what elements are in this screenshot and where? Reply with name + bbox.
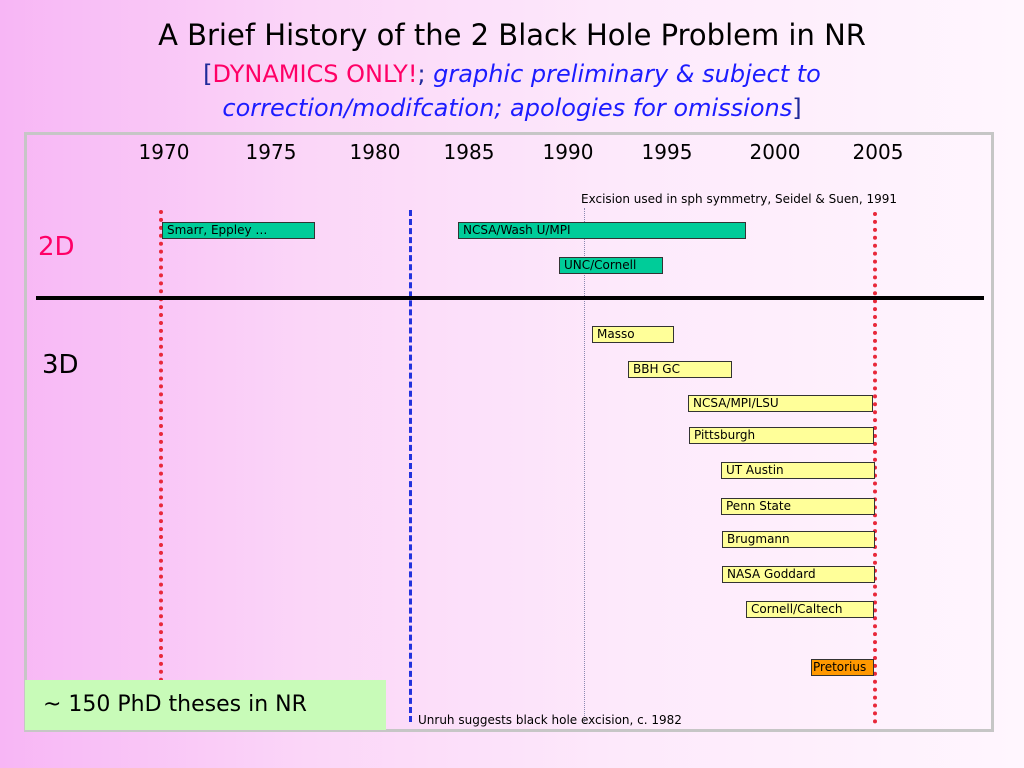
year-label: 2000 (749, 140, 801, 164)
bracket-open: [ (203, 60, 213, 88)
year-label: 1970 (138, 140, 190, 164)
group-bar-3d: BBH GC (628, 361, 732, 378)
group-bar-3d: Masso (592, 326, 674, 343)
subtitle-line2: correction/modifcation; apologies for om… (0, 94, 1024, 122)
subtitle-italic-2: correction/modifcation; apologies for om… (222, 94, 793, 122)
dimension-divider (36, 296, 984, 300)
title-line1: A Brief History of the 2 Black Hole Prob… (158, 18, 866, 52)
dynamics-only-label: DYNAMICS ONLY! (212, 60, 418, 88)
milestone-line-2005 (873, 212, 877, 724)
excision-event-label: Excision used in sph symmetry, Seidel & … (581, 192, 897, 206)
year-label: 1990 (542, 140, 594, 164)
milestone-line-1970 (159, 210, 163, 722)
bracket-close: ] (792, 94, 802, 122)
subtitle-italic-1: graphic preliminary & subject to (425, 60, 821, 88)
milestone-line-excision (584, 208, 585, 722)
group-bar-3d-highlight: Pretorius (811, 659, 874, 676)
group-bar-3d: NASA Goddard (722, 566, 875, 583)
year-label: 1980 (349, 140, 401, 164)
group-bar-3d: NCSA/MPI/LSU (688, 395, 873, 412)
year-label: 1985 (443, 140, 495, 164)
group-bar-2d: Smarr, Eppley … (162, 222, 315, 239)
subtitle-line1: [DYNAMICS ONLY!; graphic preliminary & s… (0, 60, 1024, 88)
group-bar-3d: Cornell/Caltech (746, 601, 874, 618)
group-bar-3d: Brugmann (722, 531, 875, 548)
dimension-label-2d: 2D (38, 232, 75, 262)
page-title: A Brief History of the 2 Black Hole Prob… (0, 18, 1024, 52)
year-label: 1975 (245, 140, 297, 164)
group-bar-3d: Penn State (721, 498, 875, 515)
group-bar-2d: UNC/Cornell (559, 257, 663, 274)
phd-theses-note: ~ 150 PhD theses in NR (25, 680, 386, 730)
group-bar-3d: Pittsburgh (689, 427, 874, 444)
dimension-label-3d: 3D (42, 350, 79, 380)
year-label: 1995 (641, 140, 693, 164)
milestone-line-unruh (409, 210, 412, 722)
separator: ; (417, 60, 426, 88)
unruh-event-label: Unruh suggests black hole excision, c. 1… (418, 713, 682, 727)
year-label: 2005 (852, 140, 904, 164)
group-bar-2d: NCSA/Wash U/MPI (458, 222, 746, 239)
group-bar-3d: UT Austin (721, 462, 875, 479)
timeline-frame (24, 132, 994, 732)
